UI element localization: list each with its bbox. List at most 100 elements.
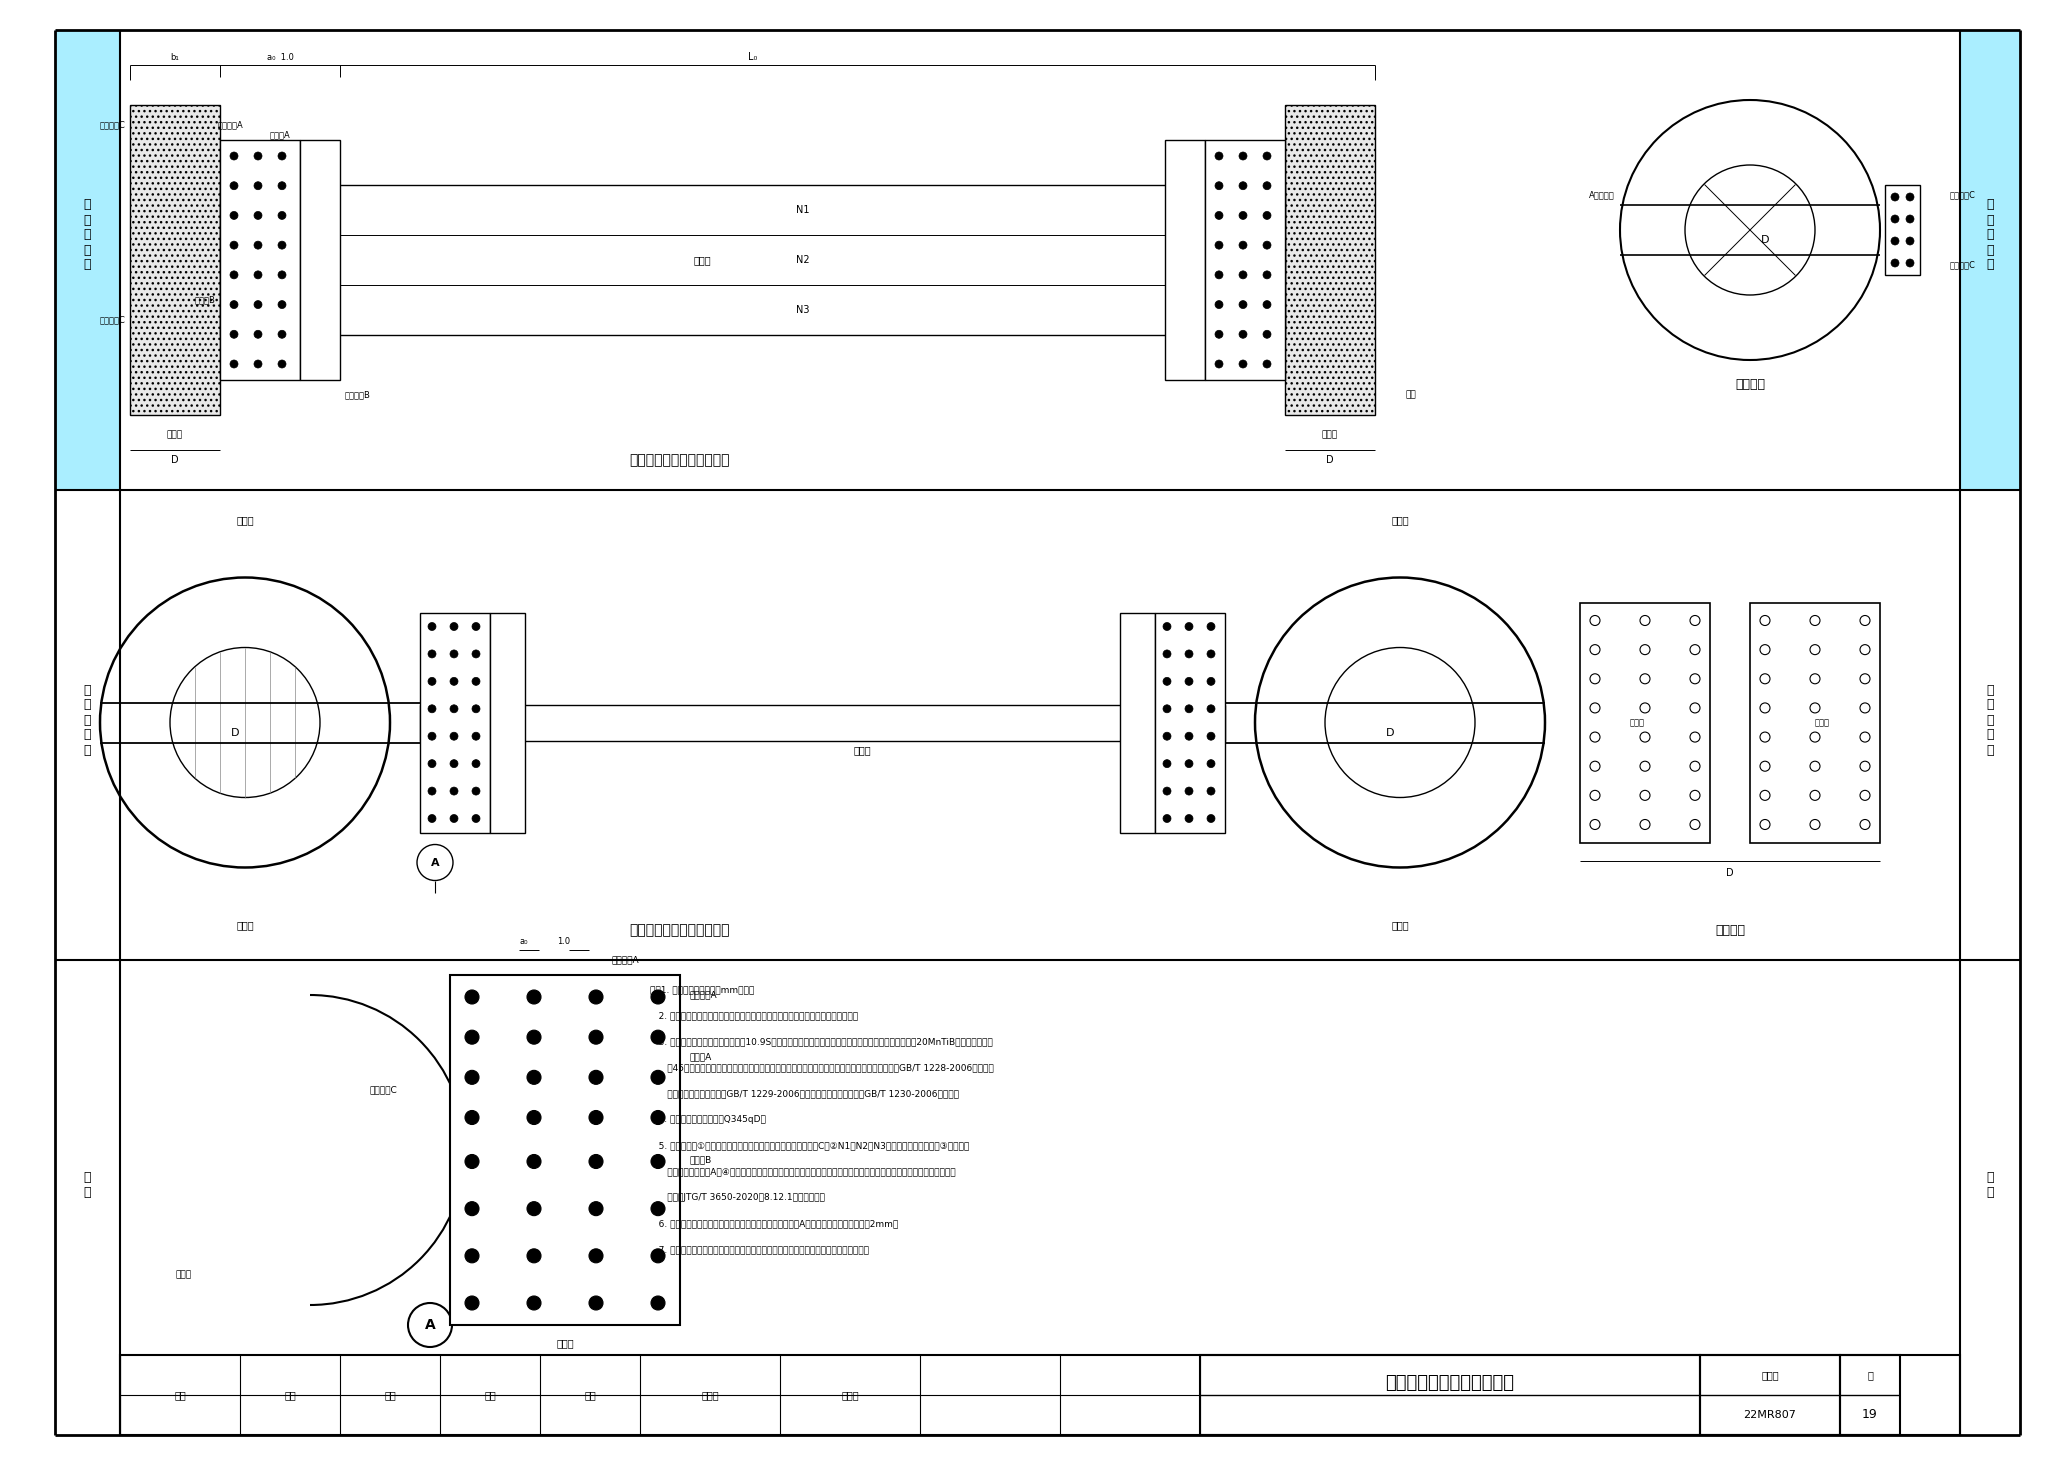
Circle shape	[229, 359, 238, 368]
Circle shape	[254, 301, 262, 308]
Circle shape	[1759, 790, 1769, 801]
Circle shape	[1186, 622, 1194, 631]
Text: 钢抱箍: 钢抱箍	[1391, 514, 1409, 524]
Circle shape	[465, 1154, 479, 1169]
Text: 高强螺栓C: 高强螺栓C	[1950, 260, 1976, 269]
Circle shape	[451, 787, 459, 795]
Circle shape	[1690, 761, 1700, 771]
Circle shape	[254, 152, 262, 161]
Circle shape	[651, 1071, 666, 1084]
Circle shape	[279, 330, 287, 339]
Circle shape	[526, 1154, 541, 1169]
Circle shape	[1690, 674, 1700, 684]
Circle shape	[1239, 241, 1247, 250]
Circle shape	[651, 1296, 666, 1311]
Text: 钢抱箍: 钢抱箍	[236, 514, 254, 524]
Circle shape	[428, 678, 436, 685]
Circle shape	[1264, 212, 1272, 219]
Circle shape	[1690, 790, 1700, 801]
Text: 梁，拧好高强螺栓A；④槽确定位后，对所有高强螺栓完成复拧和检样，高强螺栓施工行工艺应满足《公路桥涵施工技术: 梁，拧好高强螺栓A；④槽确定位后，对所有高强螺栓完成复拧和检样，高强螺栓施工行工…	[649, 1167, 956, 1176]
Circle shape	[651, 1110, 666, 1125]
Circle shape	[471, 650, 479, 657]
Text: 用45钢预紧螺帽、螺帽、螺母、垫圈均尺寸、技术条件应符合《钢结构用高强度大六角头螺栓》GB/T 1228-2006、《钢结: 用45钢预紧螺帽、螺帽、螺母、垫圈均尺寸、技术条件应符合《钢结构用高强度大六角头…	[649, 1064, 993, 1072]
Circle shape	[229, 241, 238, 250]
Text: 抱箍立面: 抱箍立面	[1714, 923, 1745, 937]
Circle shape	[465, 1296, 479, 1311]
Text: 管
型
预
制
墩: 管 型 预 制 墩	[1987, 199, 1995, 272]
Circle shape	[1239, 330, 1247, 339]
Bar	[1884, 186, 1921, 275]
Text: 高强螺栓C: 高强螺栓C	[371, 1086, 397, 1094]
Text: 拼接板B: 拼接板B	[195, 295, 215, 304]
Text: 预制墩: 预制墩	[168, 431, 182, 440]
Circle shape	[1640, 674, 1651, 684]
Text: L₀: L₀	[748, 53, 758, 61]
Circle shape	[1640, 644, 1651, 655]
Circle shape	[229, 212, 238, 219]
Text: 预制墩: 预制墩	[1321, 431, 1337, 440]
Circle shape	[428, 760, 436, 767]
Circle shape	[1810, 820, 1821, 830]
Bar	[1204, 140, 1284, 380]
Circle shape	[254, 181, 262, 190]
Circle shape	[1163, 650, 1171, 657]
Text: A: A	[430, 858, 440, 868]
Circle shape	[1214, 152, 1223, 161]
Circle shape	[408, 1303, 453, 1347]
Circle shape	[1759, 615, 1769, 625]
Circle shape	[1890, 215, 1898, 224]
Circle shape	[1759, 732, 1769, 742]
Circle shape	[254, 212, 262, 219]
Circle shape	[1186, 787, 1194, 795]
Text: 审核: 审核	[174, 1389, 186, 1400]
Text: 拼接板A: 拼接板A	[690, 1053, 713, 1062]
Text: 高强螺栓C: 高强螺栓C	[1950, 190, 1976, 200]
Bar	[1165, 140, 1204, 380]
Circle shape	[465, 1201, 479, 1216]
Circle shape	[1810, 644, 1821, 655]
Circle shape	[1890, 237, 1898, 245]
Circle shape	[229, 330, 238, 339]
Circle shape	[1186, 760, 1194, 767]
Text: 江志钊: 江志钊	[842, 1389, 858, 1400]
Circle shape	[590, 991, 602, 1004]
Text: 高强螺栓C: 高强螺栓C	[98, 316, 125, 324]
Circle shape	[279, 181, 287, 190]
Text: 管
型
预
制
墩: 管 型 预 制 墩	[84, 199, 90, 272]
Text: 5. 施工流程：①在墩位处先安装柱前先安装抱箍，拧好高强螺栓C；②N1，N2，N3厂厂完成后运至现场；③安装钢横: 5. 施工流程：①在墩位处先安装柱前先安装抱箍，拧好高强螺栓C；②N1，N2，N…	[649, 1141, 969, 1150]
Circle shape	[1163, 704, 1171, 713]
Circle shape	[254, 359, 262, 368]
Bar	[489, 612, 524, 833]
Text: 规范》JTG/T 3650-2020第8.12.1条相关规定。: 规范》JTG/T 3650-2020第8.12.1条相关规定。	[649, 1194, 825, 1202]
Text: N3: N3	[797, 305, 809, 316]
Text: 19: 19	[1862, 1408, 1878, 1422]
Circle shape	[1206, 814, 1214, 823]
Circle shape	[279, 270, 287, 279]
Circle shape	[526, 1249, 541, 1262]
Circle shape	[229, 270, 238, 279]
Circle shape	[1640, 790, 1651, 801]
Text: 高强螺栓A: 高强螺栓A	[217, 120, 244, 130]
Circle shape	[1640, 615, 1651, 625]
Circle shape	[651, 1201, 666, 1216]
Text: 抱箍: 抱箍	[1405, 390, 1415, 399]
Bar	[121, 1354, 1960, 1435]
Text: 钢抱箍: 钢抱箍	[174, 1271, 190, 1280]
Circle shape	[1206, 678, 1214, 685]
Text: 高强螺栓B: 高强螺栓B	[344, 390, 371, 399]
Circle shape	[1206, 732, 1214, 741]
Text: D: D	[1327, 454, 1333, 465]
Circle shape	[451, 814, 459, 823]
Circle shape	[1264, 181, 1272, 190]
Circle shape	[1810, 615, 1821, 625]
Text: 3. 图中高强螺栓均为摩擦型，采用10.9S级，根据大小桥面工程实际情况计算确定；高强螺栓材质采用20MnTiB，螺母、垫圈采: 3. 图中高强螺栓均为摩擦型，采用10.9S级，根据大小桥面工程实际情况计算确定…	[649, 1037, 993, 1046]
Circle shape	[526, 1030, 541, 1045]
Circle shape	[428, 704, 436, 713]
Circle shape	[1214, 181, 1223, 190]
Circle shape	[1690, 644, 1700, 655]
Circle shape	[1860, 644, 1870, 655]
Circle shape	[1239, 301, 1247, 308]
Circle shape	[451, 622, 459, 631]
Circle shape	[418, 844, 453, 881]
Circle shape	[1589, 644, 1599, 655]
